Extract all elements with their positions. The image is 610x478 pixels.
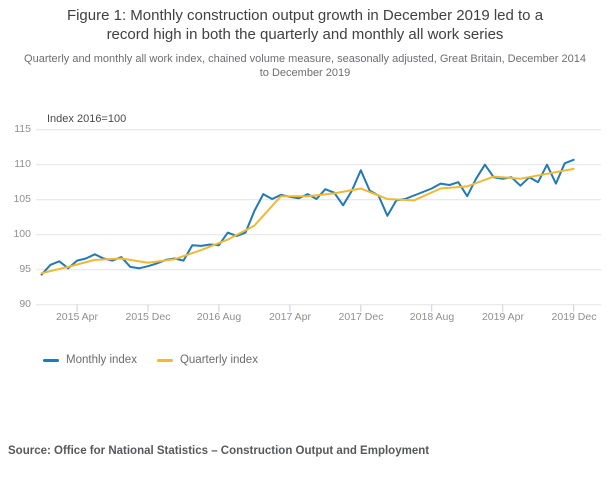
x-axis-label: 2017 Dec [338,311,384,323]
y-axis-label: 95 [19,263,31,275]
x-axis-label: 2019 Dec [551,311,597,323]
x-axis-label: 2018 Aug [409,311,455,323]
x-axis-label: 2015 Dec [125,311,171,323]
legend-item-monthly: Monthly index [43,354,137,366]
quarterly-index-line [40,167,575,275]
y-axis-label: 105 [13,193,31,205]
legend-label-quarterly: Quarterly index [179,354,258,366]
y-axis-label: 100 [13,228,31,240]
x-axis-label: 2016 Aug [196,311,242,323]
x-axis-label: 2017 Apr [268,311,312,323]
figure-title: Figure 1: Monthly construction output gr… [66,7,544,43]
x-axis-label: 2015 Apr [55,311,99,323]
y-axis-unit-label: Index 2016=100 [47,113,127,125]
y-axis-label: 110 [14,158,31,170]
y-axis-label: 115 [14,123,31,135]
x-axis-label: 2019 Apr [481,311,525,323]
source-text: Source: Office for National Statistics –… [8,445,430,457]
y-axis-label: 90 [19,298,31,310]
legend-item-quarterly: Quarterly index [156,354,258,366]
monthly-line-swatch [43,358,59,362]
legend-label-monthly: Monthly index [66,354,137,366]
figure-subtitle: Quarterly and monthly all work index, ch… [24,53,586,79]
quarterly-line-swatch [156,358,173,362]
chart-legend: Monthly index Quarterly index [43,354,258,366]
monthly-index-line [40,158,575,276]
